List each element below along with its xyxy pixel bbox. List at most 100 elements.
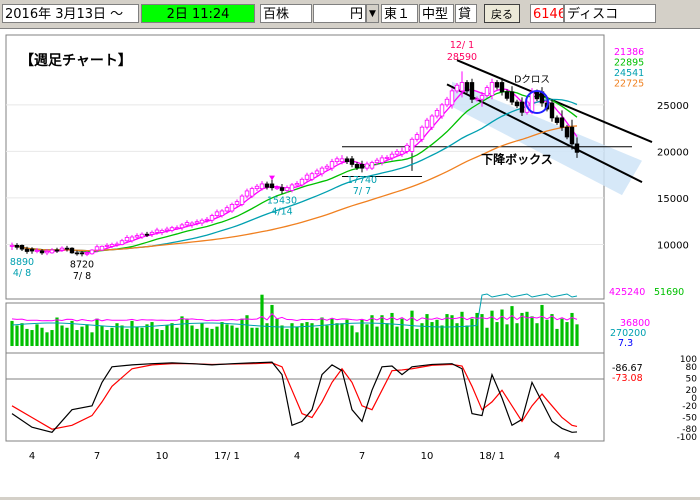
up-candle — [339, 155, 345, 165]
volume-bar — [490, 310, 494, 346]
candle-body — [319, 167, 325, 175]
volume-bar — [460, 311, 464, 346]
period-field[interactable]: 2日 11:24 — [141, 4, 255, 23]
up-candle — [289, 183, 295, 193]
up-candle — [244, 188, 250, 199]
volume-bar — [540, 304, 544, 346]
candle-body — [324, 165, 330, 169]
volume-bar — [15, 325, 19, 346]
up-candle — [104, 243, 110, 249]
oscillator-tick-label: -80 — [682, 425, 697, 435]
candle-body — [39, 250, 45, 254]
down-candle — [469, 78, 475, 103]
volume-bar — [315, 327, 319, 346]
up-candle — [34, 248, 40, 254]
candle-body — [364, 163, 370, 169]
candle-body — [54, 249, 60, 252]
annotation-label: 4/14 — [271, 207, 292, 218]
volume-bar — [565, 322, 569, 346]
unit-field[interactable]: 百株 — [260, 4, 312, 23]
back-button[interactable]: 戻る — [484, 4, 520, 23]
candle-body — [459, 82, 465, 92]
volume-bar — [100, 325, 104, 346]
volume-bar — [205, 327, 209, 346]
volume-bar — [225, 324, 229, 346]
x-tick-label: 10 — [421, 451, 434, 462]
volume-bar — [560, 318, 564, 346]
volume-bar — [480, 314, 484, 346]
candle-body — [414, 134, 420, 140]
candle-body — [394, 150, 400, 155]
volume-bar — [495, 322, 499, 346]
down-candle — [549, 99, 555, 122]
annotation-label: Dクロス — [514, 75, 550, 86]
volume-bar — [165, 325, 169, 346]
volume-bar — [280, 325, 284, 346]
down-candle — [264, 181, 270, 190]
candle-body — [34, 250, 40, 252]
candle-body — [194, 221, 200, 224]
candle-body — [59, 247, 65, 251]
volume-bar — [145, 324, 149, 346]
annotation-label: 12/ 1 — [450, 40, 474, 51]
candle-body — [344, 158, 350, 163]
down-candle — [494, 80, 500, 90]
up-candle — [309, 171, 315, 182]
volume-bar — [55, 317, 59, 346]
volume-bar — [235, 327, 239, 346]
candle-body — [254, 185, 260, 190]
ma-longest-line — [11, 125, 578, 252]
volume-bar — [340, 323, 344, 346]
candle-body — [404, 144, 410, 152]
volume-bar — [105, 330, 109, 346]
volume-bar — [430, 322, 434, 346]
volume-bar — [310, 323, 314, 346]
down-candle — [39, 249, 45, 255]
candle-body — [259, 183, 265, 190]
candle-body — [574, 143, 580, 153]
candle-body — [164, 228, 170, 231]
volume-bar — [35, 324, 39, 346]
chevron-down-icon[interactable]: ▼ — [366, 4, 379, 23]
volume-bar — [250, 327, 254, 346]
candle-body — [144, 233, 150, 236]
candle-body — [279, 187, 285, 191]
oscillator-tick-label: 0 — [691, 394, 697, 404]
up-candle — [204, 217, 210, 223]
candle-body — [409, 138, 415, 152]
candle-body — [159, 230, 165, 233]
volume-bar — [390, 312, 394, 346]
code-field[interactable]: 6146 — [530, 4, 564, 23]
oscillator-k-value: -86.67 — [612, 363, 643, 374]
up-candle — [94, 244, 100, 253]
volume-bar — [405, 328, 409, 346]
candle-body — [339, 158, 345, 163]
volume-bar — [190, 325, 194, 346]
x-tick-label: 4 — [554, 451, 560, 462]
volume-bar — [255, 327, 259, 346]
up-candle — [149, 230, 155, 238]
candle-body — [379, 157, 385, 163]
currency-select[interactable]: 円 — [313, 4, 366, 23]
candle-body — [399, 150, 405, 155]
up-candle — [139, 232, 145, 239]
volume-bar — [395, 326, 399, 346]
down-candle — [359, 160, 365, 173]
volume-bar — [370, 315, 374, 346]
volume-bar — [290, 323, 294, 346]
candle-body — [559, 117, 565, 128]
annotation-label: 4/ 8 — [13, 268, 31, 279]
candle-body — [424, 119, 430, 128]
volume-label: 270200 — [610, 328, 646, 339]
date-field[interactable]: 2016年 3月13日 ～ — [2, 4, 139, 23]
volume-bar — [20, 323, 24, 346]
up-candle — [274, 185, 280, 191]
candle-body — [489, 82, 495, 96]
up-candle — [194, 219, 200, 226]
up-candle — [439, 102, 445, 119]
candle-body — [554, 117, 560, 123]
candle-body — [24, 248, 30, 252]
candle-layer — [9, 71, 580, 257]
